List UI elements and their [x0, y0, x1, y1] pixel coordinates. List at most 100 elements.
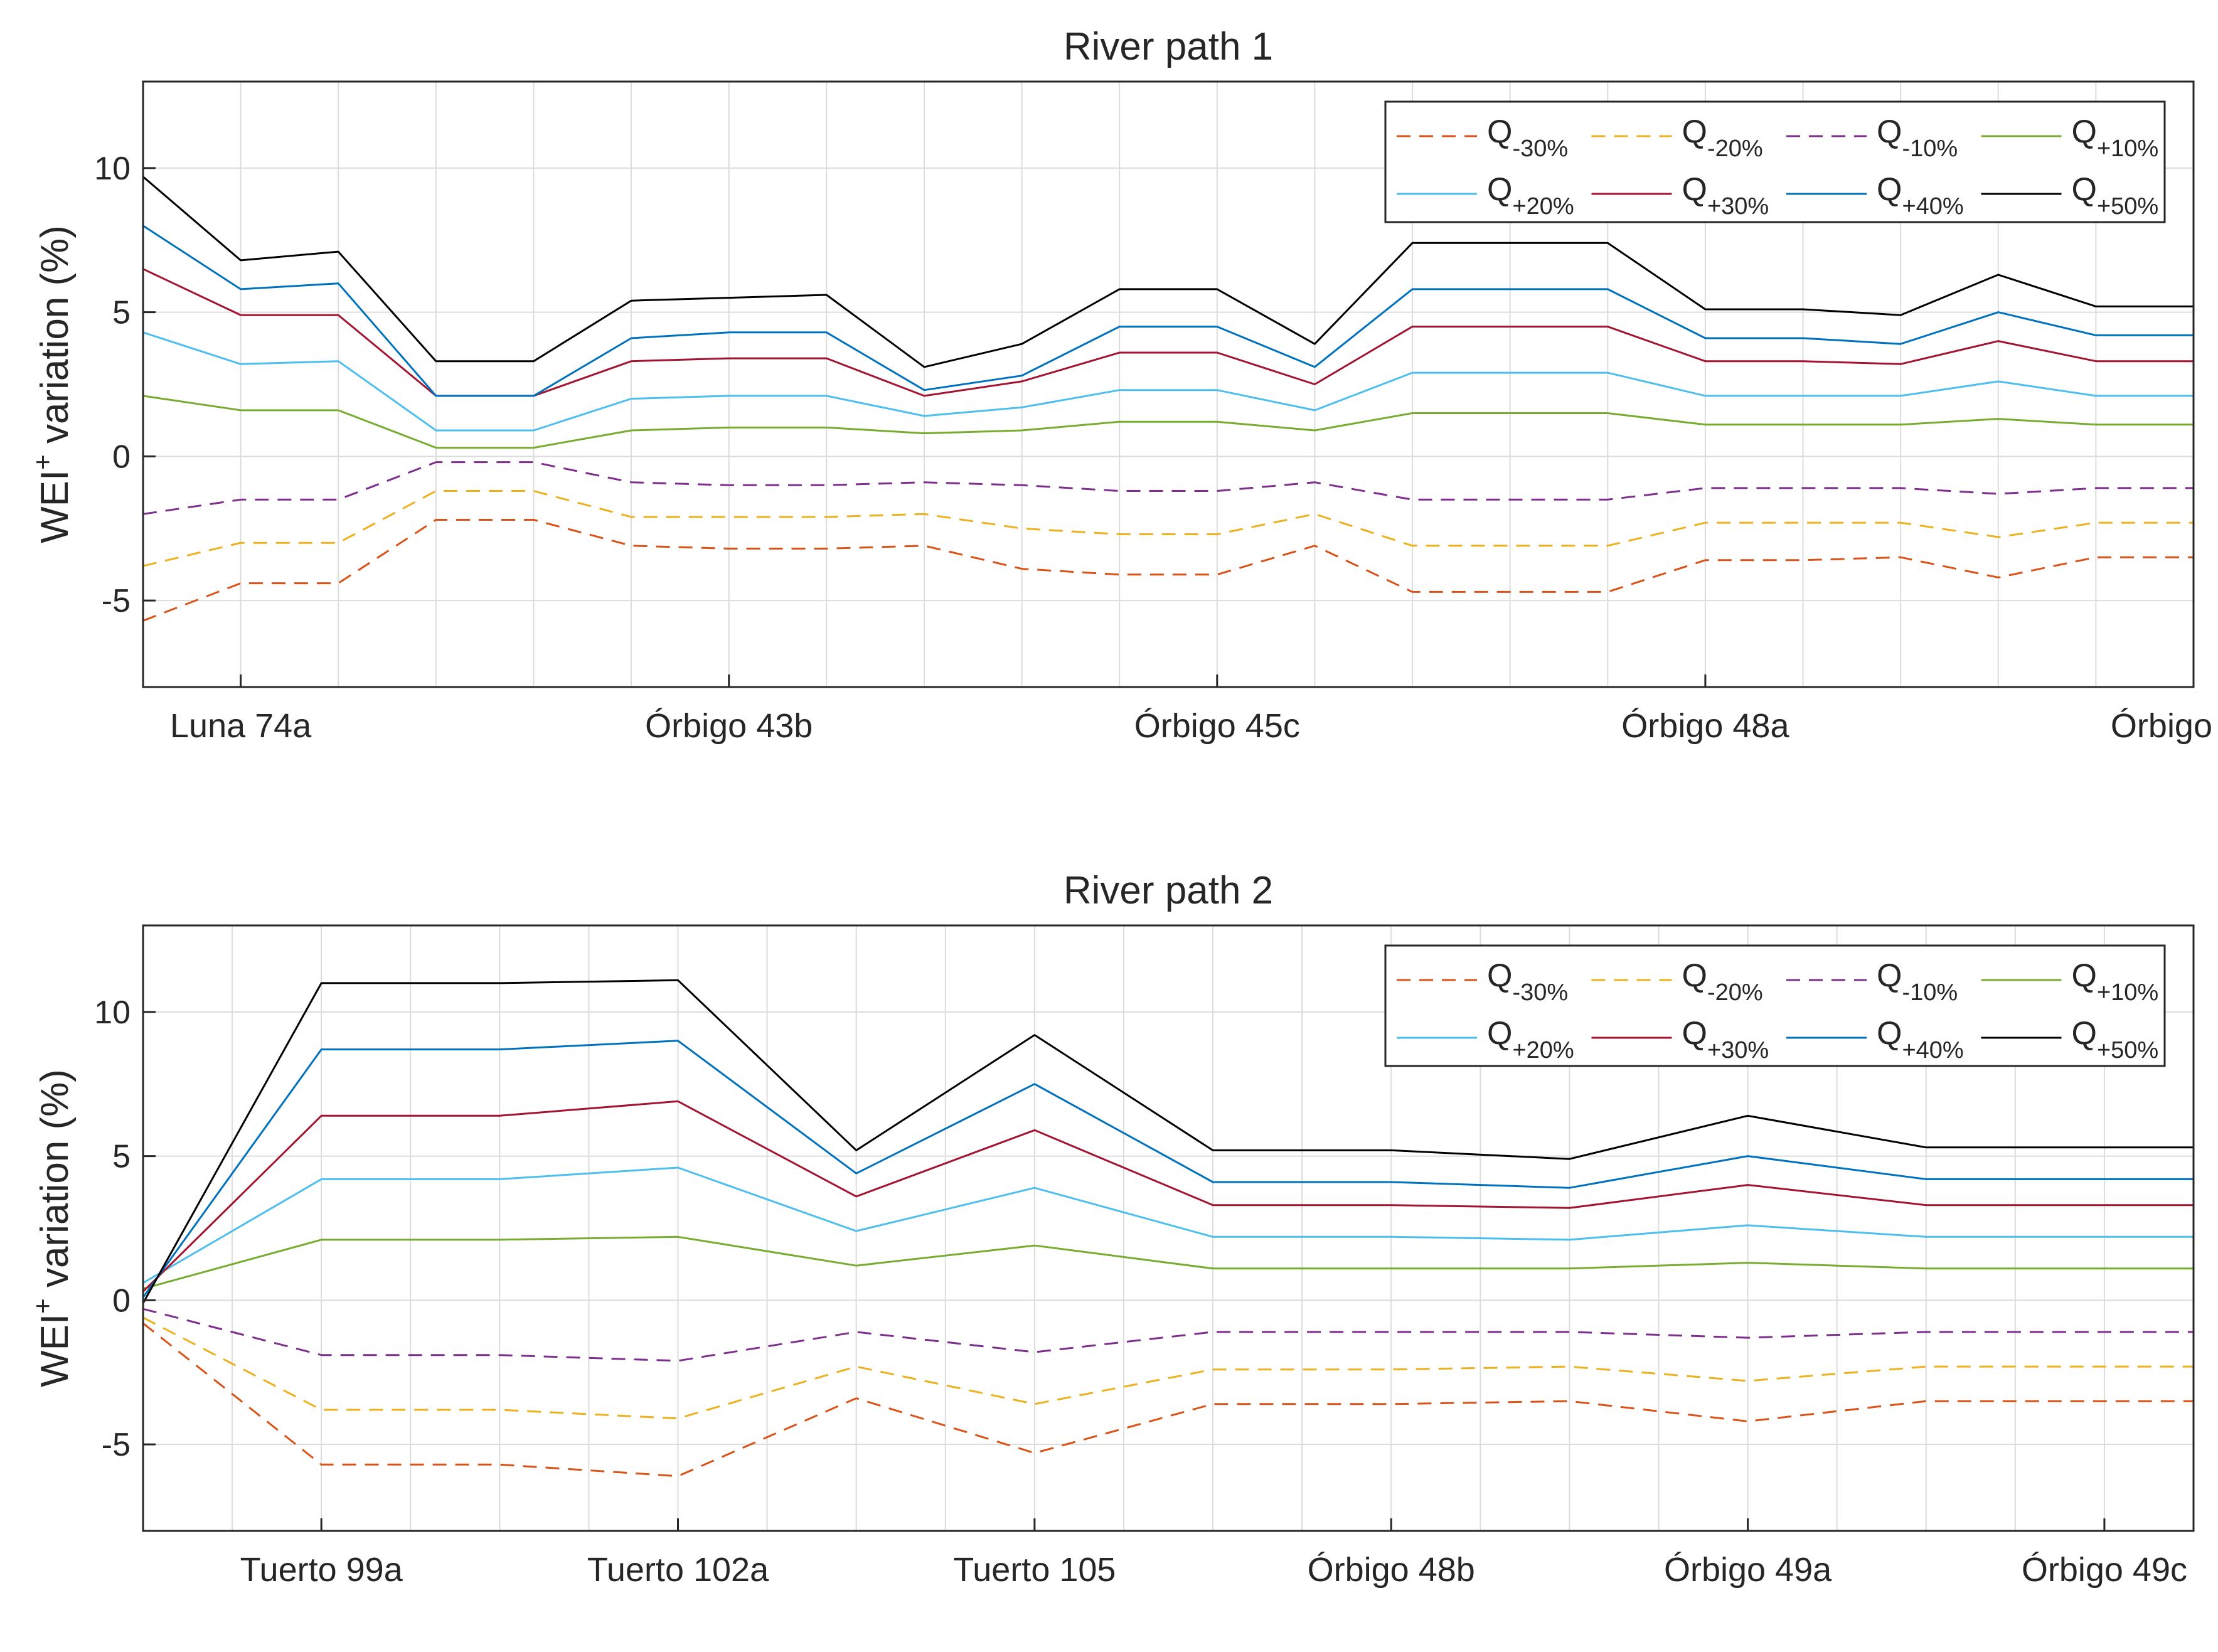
legend-label-main: Q	[1682, 1015, 1707, 1052]
legend-item: Q+20%	[1397, 1015, 1574, 1063]
legend-label-subscript: +20%	[1512, 1037, 1574, 1063]
axes-box	[142, 80, 2195, 688]
legend-label-main: Q	[2072, 957, 2097, 994]
legend-item: Q+50%	[1981, 171, 2158, 220]
y-axis-label-rest: variation (%)	[33, 225, 77, 454]
legend-item: Q-10%	[1786, 957, 1958, 1006]
legend-label-main: Q	[2072, 1015, 2097, 1052]
y-axis-label-main: WEI	[33, 1314, 77, 1387]
series-line-q+40pct	[142, 225, 2194, 397]
legend-item: Q-20%	[1591, 957, 1763, 1006]
y-axis-label-superscript: +	[28, 1298, 57, 1314]
series-line-q-20pct	[142, 1316, 2194, 1420]
legend-label-main: Q	[1682, 114, 1707, 150]
legend-label: Q+10%	[2072, 114, 2159, 162]
legend-label-subscript: -10%	[1902, 979, 1958, 1006]
legend-label: Q+30%	[1682, 1015, 1769, 1063]
legend-label: Q+40%	[1877, 171, 1964, 220]
figure: -5 0 5 10 Luna 74a Órbigo 43b Órbigo 45c Órbigo…	[0, 0, 2218, 1589]
series-lines	[142, 979, 2194, 1478]
x-tick-label: Luna 74a	[170, 707, 312, 745]
legend-item: Q+40%	[1786, 1015, 1964, 1063]
legend: Q-30% Q-20% Q-10% Q+10%Q+20% Q+30% Q+40% Q+50%	[1384, 944, 2166, 1067]
legend-label-main: Q	[1877, 957, 1902, 994]
legend-item: Q+20%	[1397, 171, 1574, 220]
legend-label: Q+10%	[2072, 957, 2159, 1006]
legend-item: Q+30%	[1591, 1015, 1769, 1063]
legend-label-subscript: +40%	[1902, 193, 1963, 220]
legend: Q-30% Q-20% Q-10% Q+10%Q+20% Q+30% Q+40% Q+50%	[1384, 100, 2166, 223]
x-tick-label: Tuerto 102a	[587, 1551, 769, 1589]
x-tick-label: Tuerto 105	[953, 1551, 1116, 1589]
axes-box	[142, 924, 2195, 1532]
y-tick-label: 0	[112, 1282, 131, 1319]
legend-label: Q-20%	[1682, 957, 1763, 1006]
y-tick-label: 10	[94, 151, 131, 187]
y-tick-label: 10	[94, 994, 131, 1031]
legend-label-subscript: -30%	[1512, 136, 1568, 162]
legend-label-subscript: +30%	[1707, 193, 1769, 220]
y-tick-label: 5	[112, 295, 131, 331]
legend-label: Q-30%	[1487, 957, 1568, 1006]
series-line-q-10pct	[142, 461, 2194, 515]
chart-title: River path 1	[1064, 25, 1273, 68]
legend-label: Q+20%	[1487, 1015, 1574, 1063]
y-axis-label: WEI+ variation (%)	[28, 225, 77, 543]
chart-title: River path 2	[1064, 869, 1273, 912]
legend-label: Q+50%	[2072, 1015, 2159, 1063]
y-axis-label: WEI+ variation (%)	[28, 1069, 77, 1387]
legend-label-main: Q	[1682, 171, 1707, 208]
legend-item: Q+30%	[1591, 171, 1769, 220]
series-line-q-10pct	[142, 1308, 2194, 1362]
x-tick-label: Órbigo 48b	[1308, 1551, 1475, 1589]
series-line-q+20pct	[142, 331, 2194, 432]
line-chart: -5 0 5 10 Luna 74a Órbigo 43b Órbigo 45c Órbigo…	[28, 25, 2218, 745]
x-tick-label: Órbigo 49c	[2111, 707, 2218, 745]
legend-label-main: Q	[1487, 957, 1512, 994]
chart-panel-river-path-1: -5 0 5 10 Luna 74a Órbigo 43b Órbigo 45c Órbigo…	[0, 0, 2218, 805]
y-tick-label: 0	[112, 439, 131, 475]
legend-label-main: Q	[1487, 114, 1512, 150]
y-axis-label-superscript: +	[28, 454, 57, 470]
legend-label-main: Q	[1877, 114, 1902, 150]
legend-label-subscript: +40%	[1902, 1037, 1963, 1063]
legend-label-subscript: +20%	[1512, 193, 1574, 220]
legend-label-main: Q	[1877, 1015, 1902, 1052]
chart-panel-river-path-2: -5 0 5 10 Tuerto 99a Tuerto 102a Tuerto 105 Órb…	[0, 844, 2218, 1649]
series-line-q+50pct	[142, 979, 2194, 1304]
series-line-q+30pct	[142, 1100, 2194, 1292]
series-lines	[142, 176, 2194, 622]
legend-box	[1384, 944, 2166, 1067]
series-line-q-30pct	[142, 519, 2194, 622]
legend-label: Q-30%	[1487, 114, 1568, 162]
legend-label-main: Q	[1487, 1015, 1512, 1052]
legend-label-subscript: +10%	[2097, 979, 2158, 1006]
legend-label-main: Q	[2072, 114, 2097, 150]
series-line-q+20pct	[142, 1166, 2194, 1284]
legend-label-subscript: +50%	[2097, 1037, 2158, 1063]
legend-label-main: Q	[1682, 957, 1707, 994]
legend-label-subscript: -20%	[1707, 136, 1763, 162]
legend-label-main: Q	[1877, 171, 1902, 208]
x-tick-label: Órbigo 49a	[1664, 1551, 1832, 1589]
x-tick-label: Órbigo 45c	[1134, 707, 1300, 745]
line-chart: -5 0 5 10 Tuerto 99a Tuerto 102a Tuerto 105 Órb…	[28, 869, 2195, 1589]
legend-item: Q+40%	[1786, 171, 1964, 220]
legend-item: Q-10%	[1786, 114, 1958, 162]
legend-item: Q+10%	[1981, 957, 2159, 1006]
legend-item: Q+10%	[1981, 114, 2159, 162]
legend-label-main: Q	[1487, 171, 1512, 208]
y-tick-label: 5	[112, 1139, 131, 1175]
x-tick-label: Órbigo 49c	[2022, 1551, 2187, 1589]
x-tick-label: Órbigo 43b	[645, 707, 813, 745]
legend-label-main: Q	[2072, 171, 2097, 208]
legend-label-subscript: +50%	[2097, 193, 2158, 220]
series-line-q+50pct	[142, 176, 2194, 368]
y-tick-label: -5	[102, 1427, 131, 1463]
legend-label: Q-10%	[1877, 957, 1958, 1006]
legend-item: Q-30%	[1397, 957, 1568, 1006]
legend-label: Q+30%	[1682, 171, 1769, 220]
legend-box	[1384, 100, 2166, 223]
legend-label-subscript: -10%	[1902, 136, 1958, 162]
x-tick-label: Órbigo 48a	[1621, 707, 1789, 745]
